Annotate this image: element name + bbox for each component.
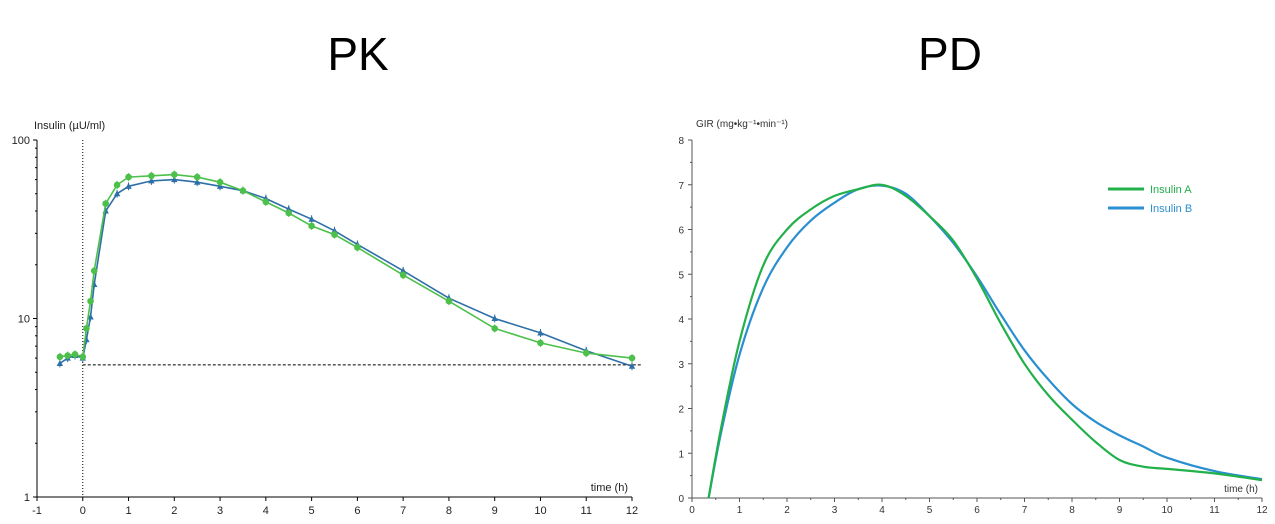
- pk-x-tick-label: 6: [354, 505, 360, 517]
- pd-x-tick-label: 8: [1069, 505, 1075, 516]
- pd-y-tick-label: 0: [678, 494, 684, 505]
- pd-x-tick-label: 0: [689, 505, 695, 516]
- pd-y-tick-label: 4: [678, 315, 684, 326]
- pd-series-insulin-b-line: [707, 184, 1263, 499]
- pk-data-point: [64, 352, 71, 359]
- pk-data-point: [87, 313, 94, 320]
- pk-data-point: [102, 200, 109, 207]
- pk-data-point: [354, 244, 361, 251]
- pk-data-point: [216, 178, 224, 186]
- pk-series-0-line: [59, 178, 633, 368]
- pk-y-axis-label: Insulin (µU/ml): [34, 120, 105, 132]
- pk-x-tick-label: 11: [581, 505, 592, 517]
- pk-data-point: [537, 339, 544, 347]
- pd-panel-title: PD: [918, 28, 982, 80]
- pd-x-tick-label: 1: [737, 505, 743, 516]
- pd-y-axis-label: GIR (mg•kg⁻¹•min⁻¹): [696, 119, 788, 130]
- pd-x-tick-label: 5: [927, 505, 933, 516]
- pk-x-tick-label: 9: [492, 505, 498, 517]
- pk-x-tick-label: 3: [217, 505, 223, 517]
- pk-y-tick-label: 1: [24, 492, 30, 504]
- pd-y-tick-label: 7: [678, 181, 684, 192]
- pk-data-point: [491, 315, 498, 321]
- pd-legend: Insulin A Insulin B: [1108, 184, 1192, 215]
- pd-y-tick-label: 5: [678, 270, 684, 281]
- pk-y-tick-label: 10: [18, 314, 30, 326]
- pk-data-point: [308, 222, 315, 230]
- pk-data-point: [56, 359, 64, 366]
- pk-data-point: [83, 325, 90, 332]
- pk-x-tick-label: 7: [400, 505, 406, 517]
- pk-y-tick-label: 100: [12, 135, 30, 147]
- legend-label-insulin-b: Insulin B: [1150, 203, 1192, 215]
- pk-data-point: [331, 231, 338, 238]
- pk-data-point: [113, 190, 121, 197]
- pd-y-tick-label: 8: [678, 136, 684, 147]
- pk-data-point: [125, 182, 132, 189]
- pk-data-point: [125, 173, 132, 181]
- pk-x-tick-label: 1: [125, 505, 131, 517]
- pk-data-point: [193, 178, 201, 185]
- pd-x-tick-label: 4: [879, 505, 885, 516]
- pk-data-point: [445, 297, 453, 305]
- pk-data-point: [148, 172, 155, 180]
- legend-label-insulin-a: Insulin A: [1150, 184, 1192, 196]
- pd-x-axis-label: time (h): [1224, 484, 1258, 495]
- pd-x-tick-label: 3: [832, 505, 838, 516]
- pd-x-tick-label: 7: [1022, 505, 1028, 516]
- pd-y-tick-label: 2: [678, 405, 684, 416]
- pk-series-1-line: [59, 173, 633, 359]
- pk-data-point: [285, 209, 293, 217]
- pk-x-tick-label: 0: [80, 505, 86, 517]
- pd-y-tick-label: 6: [678, 226, 684, 237]
- pk-chart: Insulin (µU/ml) time (h) -1 0 1 2 3 4 5 6 7 8 9 10 1…: [12, 120, 642, 517]
- pk-data-point: [628, 362, 636, 369]
- pk-data-point: [56, 353, 64, 361]
- pk-data-point: [262, 198, 270, 206]
- pd-series-insulin-a-line: [707, 183, 1263, 499]
- pk-data-point: [171, 171, 178, 178]
- pk-data-point: [87, 297, 94, 305]
- pk-data-point: [79, 353, 87, 361]
- pk-data-point: [399, 271, 407, 279]
- pk-data-point: [71, 351, 79, 358]
- pk-data-point: [171, 176, 178, 183]
- pk-x-tick-label: -1: [32, 505, 42, 517]
- pk-x-tick-label: 2: [171, 505, 177, 517]
- pk-x-axis-label: time (h): [591, 482, 628, 494]
- pk-data-point: [148, 177, 155, 184]
- pd-x-tick-label: 11: [1209, 505, 1220, 516]
- pk-data-point: [193, 173, 201, 181]
- pk-x-tick-label: 10: [534, 505, 546, 517]
- pk-x-tick-label: 4: [263, 505, 269, 517]
- pk-x-tick-label: 5: [309, 505, 315, 517]
- pk-data-point: [399, 267, 407, 274]
- pd-x-tick-label: 12: [1256, 505, 1268, 516]
- pd-x-tick-label: 9: [1117, 505, 1123, 516]
- pd-x-tick-label: 10: [1161, 505, 1173, 516]
- pk-data-point: [628, 354, 636, 362]
- pk-data-point: [113, 181, 121, 189]
- pd-x-tick-label: 6: [974, 505, 980, 516]
- pd-y-tick-label: 1: [678, 449, 684, 460]
- pk-data-point: [90, 267, 98, 275]
- pk-x-tick-label: 12: [626, 505, 638, 517]
- pd-y-tick-label: 3: [678, 360, 684, 371]
- pd-x-tick-label: 2: [784, 505, 790, 516]
- pk-data-point: [582, 349, 590, 357]
- pk-data-point: [537, 329, 544, 336]
- pk-data-point: [308, 215, 315, 222]
- pk-x-tick-label: 8: [446, 505, 452, 517]
- pk-data-point: [239, 187, 247, 194]
- pk-data-point: [491, 325, 498, 332]
- pk-panel-title: PK: [327, 28, 389, 80]
